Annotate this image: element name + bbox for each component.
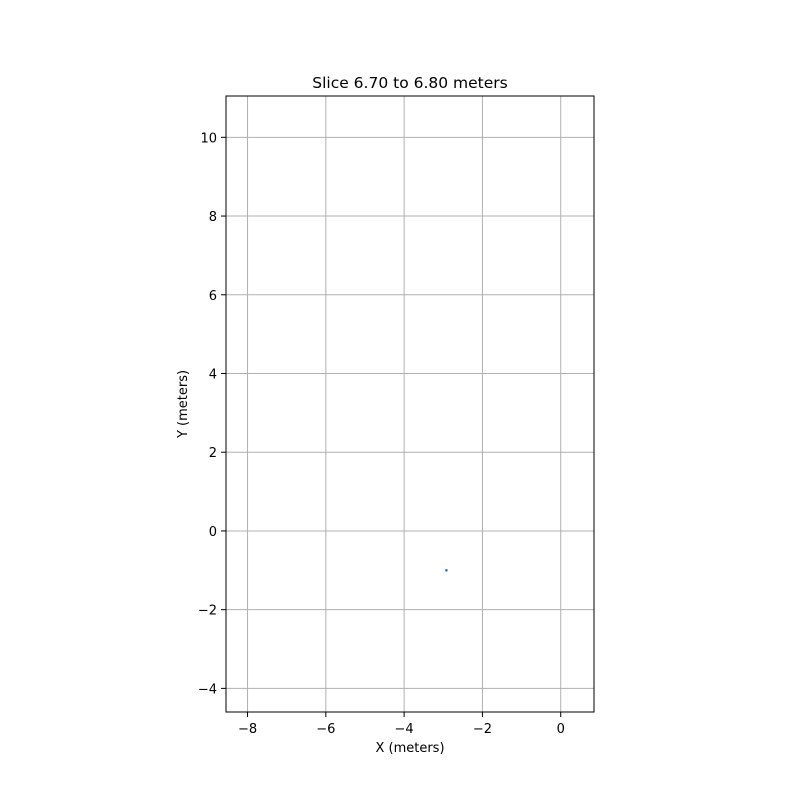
x-tick-label: −8: [238, 722, 257, 737]
axes-frame: [225, 95, 595, 713]
data-point: [445, 569, 448, 572]
x-tick-label: −6: [316, 722, 335, 737]
x-tick-label: −4: [395, 722, 414, 737]
x-tick-label: 0: [557, 722, 565, 737]
y-tick-label: 4: [209, 367, 217, 382]
chart-title: Slice 6.70 to 6.80 meters: [312, 74, 508, 92]
x-tick-label: −2: [473, 722, 492, 737]
y-tick-label: 6: [209, 289, 217, 304]
y-tick-label: 10: [200, 131, 217, 146]
scatter-series: [445, 569, 448, 572]
y-tick-label: −4: [198, 682, 217, 697]
y-tick-label: −2: [198, 604, 217, 619]
y-tick-label: 0: [209, 525, 217, 540]
y-axis-ticks: −4 −2 0 2 4 6 8 10: [198, 131, 226, 697]
x-axis-label: X (meters): [375, 741, 444, 756]
y-tick-label: 8: [209, 210, 217, 225]
grid: [226, 96, 594, 712]
y-axis-label: Y (meters): [176, 370, 191, 439]
y-tick-label: 2: [209, 446, 217, 461]
x-axis-ticks: −8 −6 −4 −2 0: [238, 712, 565, 737]
